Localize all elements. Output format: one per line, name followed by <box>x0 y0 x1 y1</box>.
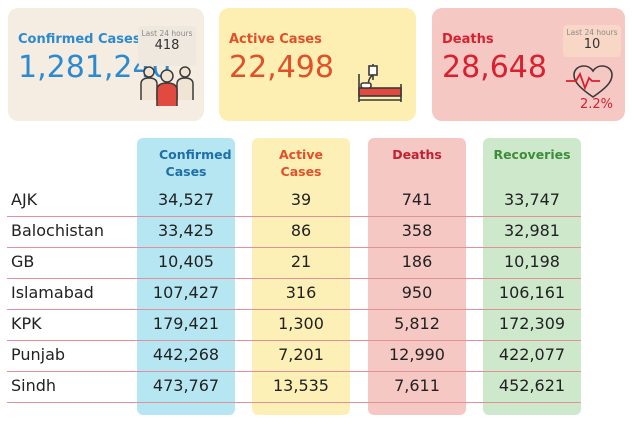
region-name: KPK <box>11 314 42 333</box>
region-name: Islamabad <box>11 283 94 302</box>
active-cases-title: Active Cases <box>229 32 322 47</box>
deaths-title: Deaths <box>442 32 494 47</box>
hospital-bed-icon <box>358 64 402 102</box>
confirmed-value: 442,268 <box>152 345 220 364</box>
active-value: 1,300 <box>278 314 324 333</box>
table-row: Sindh 473,767 13,535 7,611 452,621 <box>7 371 581 403</box>
deaths-value: 12,990 <box>389 345 445 364</box>
confirmed-value: 473,767 <box>152 376 220 395</box>
deaths-value: 7,611 <box>394 376 440 395</box>
recoveries-value: 33,747 <box>504 190 560 209</box>
deaths-column-background <box>368 138 466 415</box>
region-name: Sindh <box>11 376 57 395</box>
confirmed-last-24h-badge: Last 24 hours 418 <box>138 26 196 66</box>
deaths-value: 358 <box>401 221 433 240</box>
recoveries-column-background <box>483 138 581 415</box>
active-cases-value: 22,498 <box>229 50 334 85</box>
region-name: Balochistan <box>11 221 104 240</box>
region-name: GB <box>11 252 35 271</box>
death-rate-percent: 2.2% <box>580 97 614 112</box>
recoveries-value: 10,198 <box>504 252 560 271</box>
confirmed-value: 107,427 <box>152 283 220 302</box>
active-value: 7,201 <box>278 345 324 364</box>
header-recoveries: Recoveries <box>493 147 571 162</box>
active-value: 39 <box>290 190 312 209</box>
recoveries-value: 106,161 <box>498 283 566 302</box>
confirmed-value: 179,421 <box>152 314 220 333</box>
badge-label: Last 24 hours <box>566 28 618 37</box>
people-group-icon <box>140 66 194 106</box>
deaths-last-24h-badge: Last 24 hours 10 <box>563 25 621 57</box>
table-row: Punjab 442,268 7,201 12,990 422,077 <box>7 340 581 372</box>
deaths-value: 28,648 <box>442 50 547 85</box>
heartbeat-icon <box>566 65 613 98</box>
deaths-card: Deaths 28,648 Last 24 hours 10 2.2% <box>432 8 625 121</box>
deaths-value: 186 <box>401 252 433 271</box>
deaths-value: 741 <box>401 190 433 209</box>
confirmed-cases-card: Confirmed Cases 1,281,240 Last 24 hours … <box>8 8 204 121</box>
region-name: Punjab <box>11 345 66 364</box>
header-confirmed-cases: Confirmed Cases <box>159 147 232 179</box>
confirmed-column-background <box>137 138 235 415</box>
recoveries-value: 32,981 <box>504 221 560 240</box>
confirmed-cases-title: Confirmed Cases <box>18 32 141 47</box>
header-active-cases: Active Cases <box>279 147 323 179</box>
recoveries-value: 422,077 <box>498 345 566 364</box>
recoveries-value: 452,621 <box>498 376 566 395</box>
region-name: AJK <box>11 190 38 209</box>
recoveries-value: 172,309 <box>498 314 566 333</box>
active-value: 86 <box>290 221 312 240</box>
confirmed-value: 33,425 <box>158 221 214 240</box>
confirmed-value: 10,405 <box>158 252 214 271</box>
deaths-value: 5,812 <box>394 314 440 333</box>
badge-value: 10 <box>583 37 601 52</box>
header-deaths: Deaths <box>392 147 442 162</box>
active-value: 316 <box>285 283 317 302</box>
table-row: Islamabad 107,427 316 950 106,161 <box>7 278 581 310</box>
badge-label: Last 24 hours <box>141 29 193 38</box>
badge-value: 418 <box>154 38 180 53</box>
table-row: Balochistan 33,425 86 358 32,981 <box>7 216 581 248</box>
active-value: 21 <box>290 252 312 271</box>
deaths-value: 950 <box>401 283 433 302</box>
table-row: GB 10,405 21 186 10,198 <box>7 247 581 279</box>
table-row: AJK 34,527 39 741 33,747 <box>7 185 581 217</box>
confirmed-value: 34,527 <box>158 190 214 209</box>
active-cases-card: Active Cases 22,498 <box>219 8 416 121</box>
active-column-background <box>252 138 350 415</box>
active-value: 13,535 <box>273 376 329 395</box>
table-row: KPK 179,421 1,300 5,812 172,309 <box>7 309 581 341</box>
